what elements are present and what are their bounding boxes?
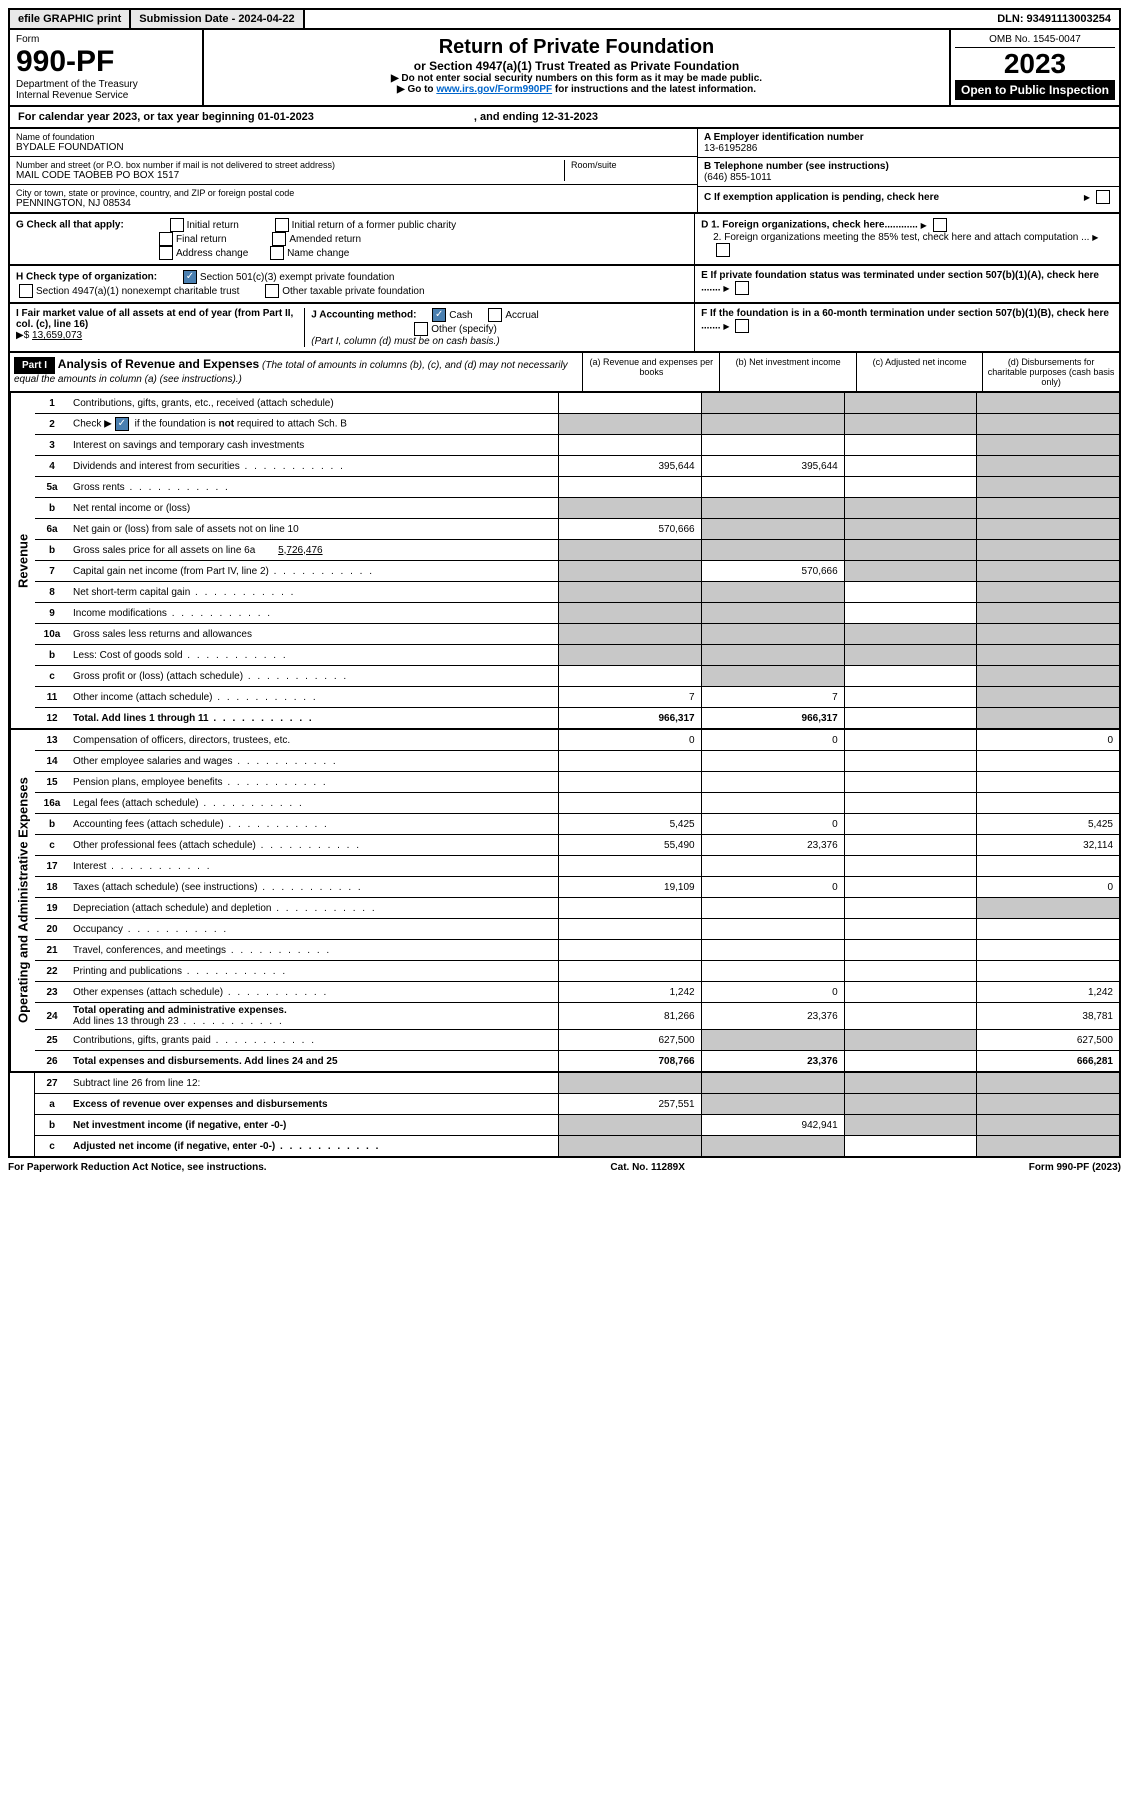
foundation-name: BYDALE FOUNDATION [16,142,691,153]
tax-year: 2023 [955,48,1115,80]
address: MAIL CODE TAOBEB PO BOX 1517 [16,170,564,181]
omb-number: OMB No. 1545-0047 [955,34,1115,48]
expenses-side-label: Operating and Administrative Expenses [10,730,35,1071]
j-note: (Part I, column (d) must be on cash basi… [311,336,499,347]
i-label: I Fair market value of all assets at end… [16,308,293,330]
catalog-number: Cat. No. 11289X [610,1162,684,1173]
calendar-year-row: For calendar year 2023, or tax year begi… [8,107,1121,129]
form-ref: Form 990-PF (2023) [1029,1162,1121,1173]
part-i-badge: Part I [14,357,55,374]
room-label: Room/suite [571,160,691,170]
check-section-h: H Check type of organization: Section 50… [8,266,1121,304]
other-method-checkbox[interactable] [414,322,428,336]
form-number: 990-PF [16,45,196,79]
form-label: Form [16,34,196,45]
dept-label: Department of the Treasury [16,79,196,90]
form-title: Return of Private Foundation [210,36,943,59]
d1-label: D 1. Foreign organizations, check here..… [701,220,918,231]
e-checkbox[interactable] [735,281,749,295]
dln-number: DLN: 93491113003254 [989,10,1119,28]
other-taxable-checkbox[interactable] [265,284,279,298]
fmv-value: 13,659,073 [32,330,82,341]
city-state-zip: PENNINGTON, NJ 08534 [16,198,691,209]
ssn-warning: ▶ Do not enter social security numbers o… [210,73,943,84]
h-label: H Check type of organization: [16,272,157,283]
open-public-badge: Open to Public Inspection [955,80,1115,100]
top-bar: efile GRAPHIC print Submission Date - 20… [8,8,1121,30]
form-subtitle: or Section 4947(a)(1) Trust Treated as P… [210,59,943,73]
final-return-checkbox[interactable] [159,232,173,246]
f-label: F If the foundation is in a 60-month ter… [701,308,1109,332]
name-change-checkbox[interactable] [270,246,284,260]
4947-checkbox[interactable] [19,284,33,298]
check-section-ij: I Fair market value of all assets at end… [8,304,1121,353]
d2-label: 2. Foreign organizations meeting the 85%… [713,232,1089,243]
instructions-link[interactable]: www.irs.gov/Form990PF [436,84,552,95]
amended-return-checkbox[interactable] [272,232,286,246]
address-change-checkbox[interactable] [159,246,173,260]
submission-date: Submission Date - 2024-04-22 [131,10,304,28]
initial-former-checkbox[interactable] [275,218,289,232]
city-label: City or town, state or province, country… [16,188,691,198]
d1-checkbox[interactable] [933,218,947,232]
g-label: G Check all that apply: [16,220,124,231]
d2-checkbox[interactable] [716,243,730,257]
phone-value: (646) 855-1011 [704,172,1113,183]
entity-info: Name of foundation BYDALE FOUNDATION Num… [8,129,1121,214]
sch-b-checkbox[interactable] [115,417,129,431]
irs-label: Internal Revenue Service [16,90,196,101]
initial-return-checkbox[interactable] [170,218,184,232]
cash-checkbox[interactable] [432,308,446,322]
line-27-section: 27Subtract line 26 from line 12: aExcess… [8,1073,1121,1158]
exemption-label: C If exemption application is pending, c… [704,192,939,203]
name-label: Name of foundation [16,132,691,142]
revenue-section: Revenue 1Contributions, gifts, grants, e… [8,393,1121,730]
page-footer: For Paperwork Reduction Act Notice, see … [8,1158,1121,1177]
col-d-header: (d) Disbursements for charitable purpose… [982,353,1119,391]
instructions-link-row: ▶ Go to www.irs.gov/Form990PF for instru… [210,84,943,95]
address-label: Number and street (or P.O. box number if… [16,160,564,170]
e-label: E If private foundation status was termi… [701,270,1099,294]
ein-value: 13-6195286 [704,143,1113,154]
part-i-header-row: Part I Analysis of Revenue and Expenses … [8,353,1121,393]
f-checkbox[interactable] [735,319,749,333]
exemption-checkbox[interactable] [1096,190,1110,204]
efile-print-button[interactable]: efile GRAPHIC print [10,10,131,28]
accrual-checkbox[interactable] [488,308,502,322]
col-a-header: (a) Revenue and expenses per books [582,353,719,391]
col-b-header: (b) Net investment income [719,353,856,391]
col-c-header: (c) Adjusted net income [856,353,982,391]
paperwork-notice: For Paperwork Reduction Act Notice, see … [8,1162,267,1173]
501c3-checkbox[interactable] [183,270,197,284]
form-header: Form 990-PF Department of the Treasury I… [8,30,1121,107]
j-label: J Accounting method: [311,310,416,321]
revenue-side-label: Revenue [10,393,35,728]
part-i-title: Analysis of Revenue and Expenses [58,357,259,371]
ein-label: A Employer identification number [704,132,1113,143]
phone-label: B Telephone number (see instructions) [704,161,1113,172]
check-section-g: G Check all that apply: Initial return I… [8,214,1121,266]
expenses-section: Operating and Administrative Expenses 13… [8,730,1121,1073]
